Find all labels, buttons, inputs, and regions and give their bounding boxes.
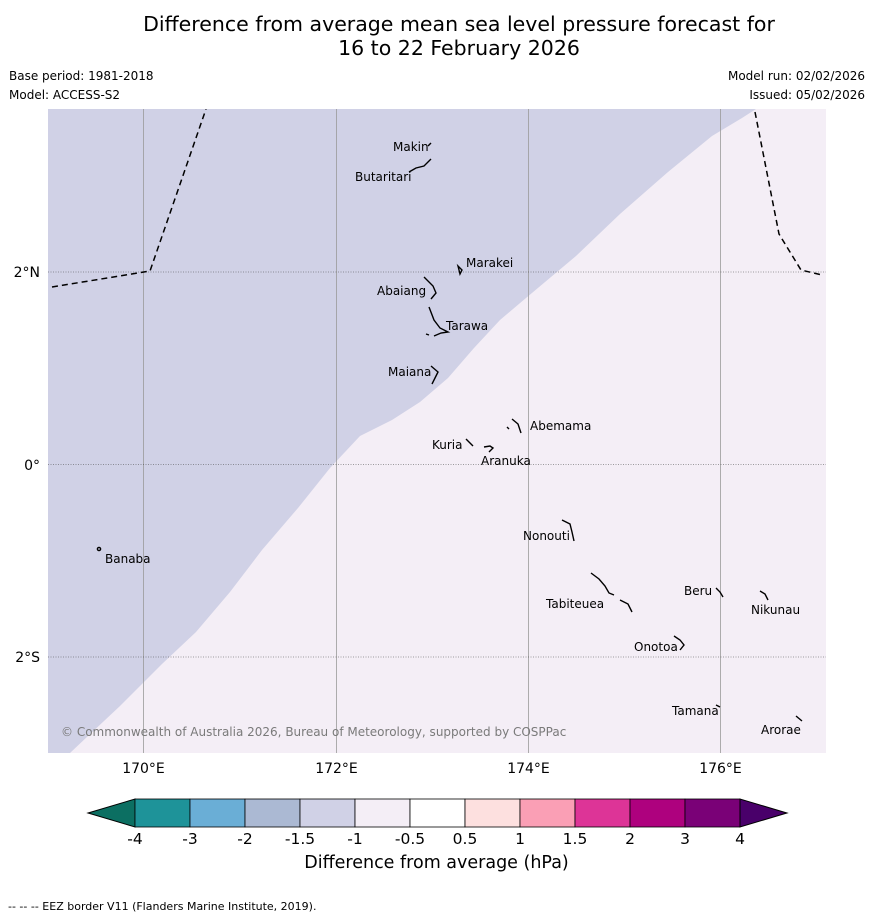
island-outlines: [96, 142, 803, 722]
label-arorae: Arorae: [761, 723, 801, 737]
colorbar-bin: [464, 798, 521, 828]
label-marakei: Marakei: [466, 256, 513, 270]
label-makin: Makin: [393, 140, 429, 154]
anomaly-field: [48, 109, 826, 753]
label-abaiang: Abaiang: [377, 284, 426, 298]
label-aranuka: Aranuka: [481, 454, 531, 468]
outline-aranuka: [483, 445, 495, 453]
label-nonouti: Nonouti: [523, 529, 570, 543]
model-run: Model run: 02/02/2026: [727, 69, 865, 83]
outline-beru: [715, 587, 724, 598]
colorbar-bin: [519, 798, 576, 828]
label-maiana: Maiana: [388, 365, 431, 379]
label-abemama: Abemama: [530, 419, 591, 433]
title-line-2: 16 to 22 February 2026: [338, 36, 580, 60]
graticule: [143, 109, 721, 753]
outline-butaritari: [408, 158, 432, 173]
outline-nonouti: [561, 519, 575, 542]
island-labels: Makin Butaritari Marakei Abaiang Tarawa …: [105, 140, 801, 737]
copyright-notice: © Commonwealth of Australia 2026, Bureau…: [61, 725, 566, 739]
outline-maiana: [430, 365, 439, 385]
colorbar-tick-label: -0.5: [395, 830, 425, 848]
colorbar-bin: [189, 798, 246, 828]
issued-date: Issued: 05/02/2026: [749, 88, 865, 102]
colorbar-tick-label: -1: [347, 830, 362, 848]
colorbar-tick-label: -3: [182, 830, 197, 848]
outline-kuria: [465, 438, 474, 447]
colorbar-tick-label: 0.5: [453, 830, 478, 848]
outline-arorae: [795, 715, 803, 722]
outline-tabiteuea: [590, 572, 633, 613]
outline-abaiang: [423, 276, 437, 300]
base-period: Base period: 1981-2018: [9, 69, 154, 83]
lat-tick-0: 0°: [24, 458, 40, 474]
colorbar-tick-label: 1: [515, 830, 525, 848]
colorbar-bin: [574, 798, 631, 828]
colorbar-tick-label: -1.5: [285, 830, 315, 848]
outline-abemama: [506, 418, 522, 434]
label-tabiteuea: Tabiteuea: [545, 597, 604, 611]
axis-labels: 170°E 172°E 174°E 176°E 2°N 0° 2°S: [14, 265, 742, 777]
eez-border-west: [51, 109, 207, 288]
outline-tamana: [715, 704, 721, 708]
colorbar-tick-label: -2: [237, 830, 252, 848]
outline-banaba: [96, 546, 102, 552]
label-nikunau: Nikunau: [751, 603, 800, 617]
colorbar-tick-label: 1.5: [563, 830, 588, 848]
lon-tick-174: 174°E: [507, 761, 550, 777]
colorbar: [86, 798, 789, 828]
colorbar-ticks: -4 -3 -2 -1.5 -1 -0.5 0.5 1 1.5 2 3 4: [127, 830, 745, 848]
label-tamana: Tamana: [671, 704, 719, 718]
colorbar-bin: [684, 798, 741, 828]
meta-right: Model run: 02/02/2026 Issued: 05/02/2026: [728, 69, 865, 107]
outline-marakei: [456, 263, 463, 277]
lon-tick-172: 172°E: [315, 761, 358, 777]
colorbar-tick-label: 3: [680, 830, 690, 848]
label-onotoa: Onotoa: [634, 640, 678, 654]
outline-tarawa: [425, 306, 451, 337]
meta-left: Base period: 1981-2018 Model: ACCESS-S2: [9, 69, 154, 107]
parallels: [48, 271, 826, 658]
colorbar-extend-low: [86, 798, 136, 828]
colorbar-tick-label: 2: [625, 830, 635, 848]
label-banaba: Banaba: [105, 552, 151, 566]
field-region-northwest: [48, 109, 756, 753]
colorbar-bin: [134, 798, 191, 828]
colorbar-bin: [354, 798, 411, 828]
title-line-1: Difference from average mean sea level p…: [143, 12, 775, 36]
label-butaritari: Butaritari: [355, 170, 412, 184]
colorbar-bin: [299, 798, 356, 828]
colorbar-bin: [629, 798, 686, 828]
label-kuria: Kuria: [432, 438, 463, 452]
outline-onotoa: [673, 635, 685, 651]
lat-tick-2s: 2°S: [15, 650, 40, 666]
eez-borders: [51, 109, 823, 288]
colorbar-bin: [244, 798, 301, 828]
colorbar-bin: [409, 798, 466, 828]
colorbar-extend-high: [739, 798, 789, 828]
model-name: Model: ACCESS-S2: [9, 88, 121, 102]
eez-border-east: [754, 111, 823, 276]
colorbar-tick-label: -4: [127, 830, 142, 848]
label-beru: Beru: [684, 584, 712, 598]
outline-makin: [427, 142, 432, 147]
map-title: Difference from average mean sea level p…: [0, 12, 873, 60]
colorbar-title: Difference from average (hPa): [304, 853, 569, 873]
eez-credit: -- -- -- EEZ border V11 (Flanders Marine…: [8, 900, 317, 913]
lat-tick-2n: 2°N: [14, 265, 40, 281]
lon-tick-176: 176°E: [699, 761, 742, 777]
outline-nikunau: [759, 590, 769, 601]
lon-tick-170: 170°E: [122, 761, 165, 777]
label-tarawa: Tarawa: [445, 319, 488, 333]
colorbar-tick-label: 4: [735, 830, 745, 848]
